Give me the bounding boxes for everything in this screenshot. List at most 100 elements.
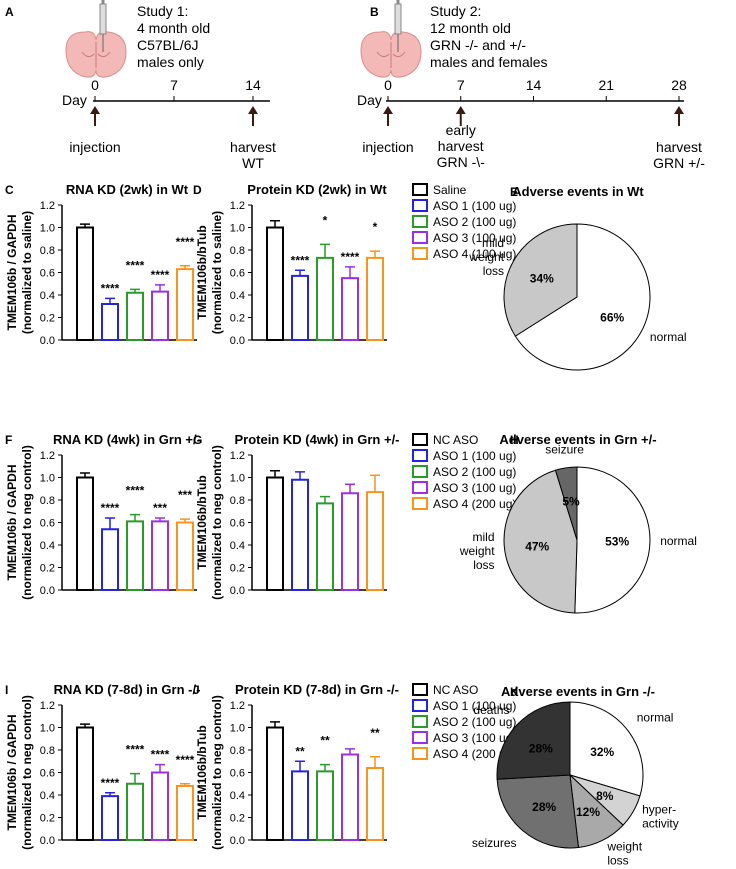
bar <box>291 274 309 341</box>
bar <box>101 303 119 341</box>
brain-icon-b <box>360 0 422 78</box>
event-label: harvest <box>438 138 484 154</box>
pie-category-label: normal <box>650 330 687 344</box>
chart-title: RNA KD (7-8d) in Grn -/- <box>54 682 201 697</box>
error-bar <box>155 284 165 292</box>
y-tick-label: 0.8 <box>230 745 245 757</box>
legend-label: ASO 3 (100 ug) <box>433 481 516 495</box>
panel-letter: A <box>5 5 14 19</box>
panel-letter: H <box>510 433 519 447</box>
bar <box>366 491 384 591</box>
significance: **** <box>126 743 145 757</box>
pie-category-label: weight <box>459 544 495 558</box>
error-bar <box>80 472 90 478</box>
y-axis-label: TMEM106b/bTub <box>195 225 209 319</box>
pie-slice <box>496 774 580 849</box>
legend-label: NC ASO <box>433 683 478 697</box>
arrow-head <box>90 106 100 114</box>
legend-label: ASO 4 (100 ug) <box>433 247 516 261</box>
pie-category-label: hyper- <box>642 803 676 817</box>
legend-swatch <box>412 449 428 462</box>
y-axis-label: TMEM106b/bTub <box>195 725 209 819</box>
pie-slice <box>554 466 578 541</box>
panel-letter: G <box>193 433 202 447</box>
bar <box>176 521 194 591</box>
tick-label: 14 <box>526 77 542 93</box>
error-bar <box>320 763 330 772</box>
y-tick-label: 0.4 <box>40 290 55 302</box>
error-bar <box>270 721 280 728</box>
y-tick-label: 0.8 <box>230 495 245 507</box>
bar <box>176 785 194 841</box>
legend-swatch <box>412 183 428 196</box>
significance: *** <box>178 488 192 502</box>
y-tick-label: 0.6 <box>230 518 245 530</box>
y-axis-label: TMEM106b / GAPDH <box>5 714 19 830</box>
pie-category-label: deaths <box>473 703 509 717</box>
pie-value-label: 66% <box>600 310 624 324</box>
error-bar <box>270 220 280 228</box>
y-tick-label: 0.2 <box>230 563 245 575</box>
legend-label: ASO 4 (200 ug) <box>433 497 516 511</box>
y-tick-label: 0.2 <box>230 813 245 825</box>
pie-value-label: 28% <box>532 800 556 814</box>
tick-label: 28 <box>671 77 687 93</box>
legend-swatch <box>412 683 428 696</box>
bar <box>151 520 169 591</box>
pie-slice <box>574 466 651 614</box>
significance: * <box>323 213 328 227</box>
error-bar <box>345 483 355 494</box>
bar <box>316 502 334 591</box>
y-tick-label: 0.6 <box>40 518 55 530</box>
error-bar <box>105 517 115 530</box>
error-bar <box>155 763 165 773</box>
study-text: males only <box>137 54 204 70</box>
bar <box>151 771 169 841</box>
y-tick-label: 1.0 <box>40 473 55 485</box>
pie-value-label: 32% <box>590 745 614 759</box>
significance: **** <box>126 258 145 272</box>
pie-value-label: 8% <box>596 789 614 803</box>
chart-title: Protein KD (2wk) in Wt <box>247 182 387 197</box>
legend-label: NC ASO <box>433 433 478 447</box>
event-label: GRN +/- <box>653 155 705 171</box>
legend-label: Saline <box>433 183 467 197</box>
pie-slice <box>569 701 644 797</box>
axis-label: Day <box>357 92 382 108</box>
error-bar <box>370 474 380 493</box>
y-tick-label: 0.0 <box>40 835 55 847</box>
error-bar <box>270 470 280 478</box>
pie-category-label: loss <box>607 853 628 867</box>
pie-slice <box>514 223 651 371</box>
y-tick-label: 0.0 <box>230 335 245 347</box>
legend-label: ASO 2 (100 ug) <box>433 715 516 729</box>
event-label: harvest <box>230 139 276 155</box>
pie-category-label: normal <box>637 710 674 724</box>
y-tick-label: 0.2 <box>40 813 55 825</box>
y-tick-label: 0.4 <box>230 290 245 302</box>
bar <box>341 753 359 841</box>
study-text: GRN -/- and +/- <box>430 37 526 53</box>
significance: **** <box>341 250 360 264</box>
bar <box>316 256 334 341</box>
significance: **** <box>101 501 120 515</box>
legend-swatch <box>412 699 428 712</box>
pie-slice <box>496 701 571 780</box>
panel-letter: J <box>193 683 200 697</box>
error-bar <box>105 297 115 304</box>
y-axis-label: (normalized to neg control) <box>20 695 34 850</box>
error-bar <box>130 772 140 784</box>
chart-title: Protein KD (4wk) in Grn +/- <box>234 432 399 447</box>
significance: ** <box>320 734 330 748</box>
error-bar <box>130 288 140 293</box>
y-tick-label: 0.2 <box>230 313 245 325</box>
study-text: 12 month old <box>430 20 511 36</box>
pie-category-label: loss <box>473 558 494 572</box>
pie-slice <box>503 223 578 337</box>
bar <box>291 478 309 591</box>
tick-label: 0 <box>384 77 392 93</box>
y-tick-label: 0.8 <box>40 495 55 507</box>
legend-label: ASO 1 (100 ug) <box>433 699 516 713</box>
legend-swatch <box>412 215 428 228</box>
y-axis-label: (normalized to neg control) <box>20 445 34 600</box>
